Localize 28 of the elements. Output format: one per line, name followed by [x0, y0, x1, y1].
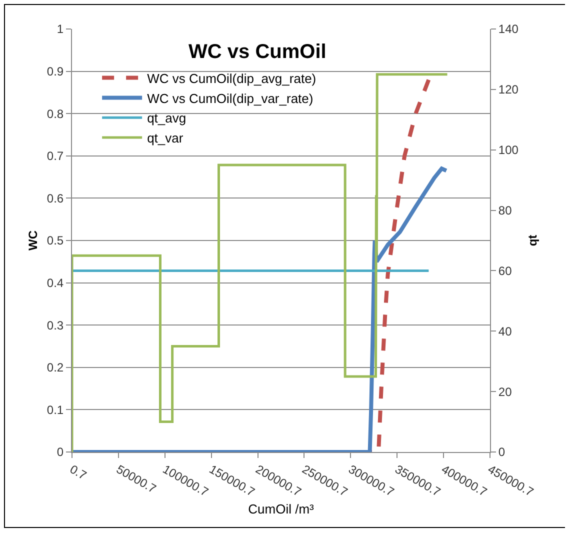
legend-label: qt_var	[147, 130, 184, 146]
y2-tick-label: 100	[498, 143, 519, 158]
x-axis-title: CumOil /m³	[248, 501, 315, 516]
y-tick-label: 0.6	[46, 191, 64, 206]
y-tick-label: 0.2	[46, 360, 64, 375]
text: WC vs CumOil	[188, 41, 326, 64]
line-series	[72, 166, 448, 452]
y-tick-label: 0.5	[46, 234, 64, 248]
y-tick-label: 0.1	[46, 402, 64, 417]
y-tick-label: 0.8	[46, 106, 64, 121]
y2-tick-label: 20	[498, 384, 512, 399]
y-tick-label: 1	[56, 22, 64, 36]
legend-label: qt_avg	[147, 110, 186, 126]
y-axis-title: WC	[26, 230, 40, 250]
legend-label: WC vs CumOil(dip_var_rate)	[147, 90, 314, 106]
y2-tick-label: 120	[498, 82, 519, 97]
y2-tick-label: 40	[498, 324, 512, 338]
y-tick-label: 0.4	[46, 276, 64, 290]
y2-tick-label: 140	[498, 22, 519, 36]
y2-axis-title: qt	[526, 234, 540, 246]
y2-tick-label: 60	[498, 264, 512, 278]
y-tick-label: 0.7	[46, 149, 64, 164]
y2-tick-label: 0	[498, 445, 506, 460]
y-tick-label: 0.9	[46, 64, 64, 78]
y-tick-label: 0.3	[46, 318, 64, 332]
legend-label: WC vs CumOil(dip_avg_rate)	[147, 70, 316, 86]
y2-tick-label: 80	[498, 203, 512, 218]
y-tick-label: 0	[56, 445, 64, 460]
